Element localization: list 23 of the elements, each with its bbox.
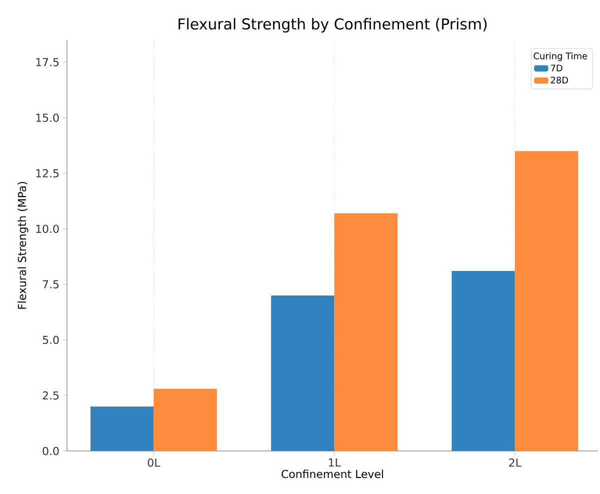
y-tick-label: 12.5 — [36, 169, 59, 178]
y-tick-label: 7.5 — [42, 280, 59, 288]
y-tick-label: 5.0 — [42, 336, 59, 344]
y-tick-label: 15.0 — [36, 114, 59, 122]
chart-title: Flexural Strength by Confinement (Prism) — [178, 18, 487, 32]
y-axis-title: Flexural Strength (MPa) — [18, 182, 28, 309]
legend-label: 28D — [550, 76, 568, 84]
bar — [452, 271, 515, 451]
bar — [514, 151, 578, 451]
x-tick-label: 0L — [148, 458, 160, 467]
y-tick-label: 10.0 — [36, 224, 59, 233]
legend-title: Curing Time — [534, 52, 588, 62]
y-tick-label: 2.5 — [42, 391, 59, 400]
x-tick-label: 2L — [509, 458, 522, 467]
legend-label: 7D — [550, 64, 562, 72]
bar — [271, 295, 334, 451]
bar — [90, 406, 154, 451]
y-tick-label: 17.5 — [36, 58, 59, 66]
bar — [334, 213, 398, 451]
x-tick-label: 1L — [328, 458, 341, 466]
x-axis-title: Confinement Level — [282, 470, 383, 478]
bar — [154, 388, 217, 451]
y-tick-label: 0.0 — [42, 446, 59, 456]
